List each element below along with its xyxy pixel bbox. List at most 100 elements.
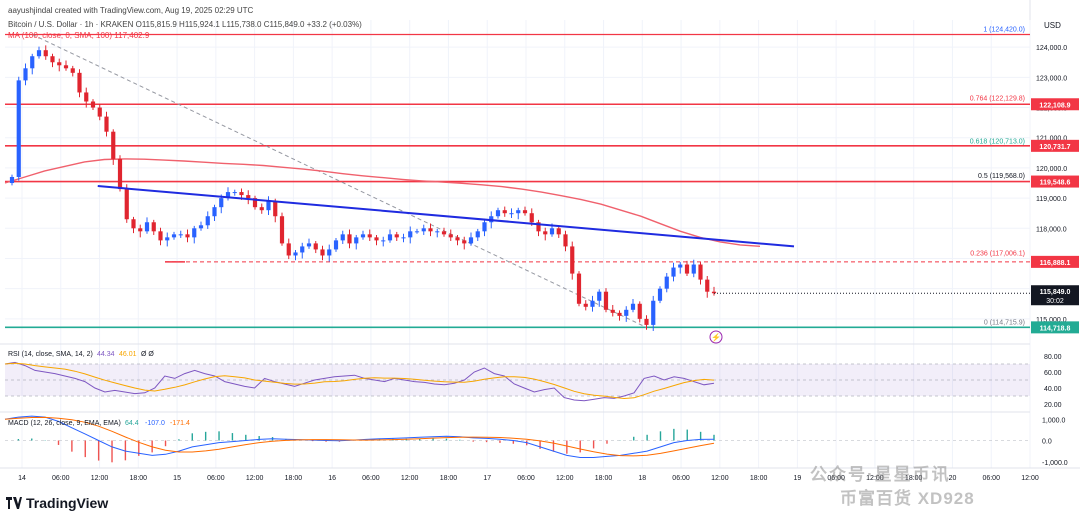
price-tick-label: 120,000.0 (1036, 166, 1067, 173)
candle-body (543, 231, 548, 235)
candle-body (367, 234, 372, 238)
time-tick-label: 12:00 (556, 475, 574, 482)
tradingview-logo[interactable]: TradingView (6, 495, 108, 511)
candle-body (50, 56, 55, 63)
candle-body (583, 303, 588, 307)
ma-legend-line[interactable]: MA (100, close, 0, SMA, 100) 117,402.9 (8, 31, 150, 40)
time-tick-label: 12:00 (91, 475, 109, 482)
candle-body (610, 309, 615, 313)
ma100-line (4, 158, 761, 247)
candle-body (212, 207, 217, 217)
fib-trend-connector (32, 34, 647, 328)
candle-body (570, 246, 575, 274)
price-tag-label: 120,731.7 (1039, 144, 1070, 151)
candle-body (266, 201, 271, 211)
candle-body (637, 303, 642, 319)
fib-level-label: 1 (124,420.0) (983, 26, 1025, 33)
rsi-value: 44.34 (97, 351, 115, 358)
candle-body (671, 267, 676, 277)
candle-body (178, 234, 183, 236)
candle-body (320, 249, 325, 256)
price-tick-label: 121,000.0 (1036, 136, 1067, 143)
macd-tick-label: -1,000.0 (1042, 460, 1068, 467)
candle-body (158, 231, 163, 241)
candle-body (556, 228, 561, 235)
time-tick-label: 06:00 (672, 475, 690, 482)
rsi-tick-label: 40.00 (1044, 386, 1062, 393)
candle-body (529, 213, 534, 223)
candle-body (333, 240, 339, 250)
candle-body (576, 273, 582, 304)
time-tick-label: 16 (328, 475, 336, 482)
candle-body (84, 92, 89, 102)
rsi-tick-label: 60.00 (1044, 370, 1062, 377)
candle-body (198, 225, 204, 229)
candle-body (414, 231, 420, 233)
candle-body (374, 237, 379, 241)
candle-body (408, 231, 413, 238)
time-tick-label: 12:00 (246, 475, 264, 482)
candle-body (43, 50, 48, 57)
price-tag-label: 114,718.8 (1040, 325, 1071, 332)
time-tick-label: 18:00 (595, 475, 613, 482)
candle-body (705, 279, 710, 292)
time-tick-label: 12:00 (401, 475, 419, 482)
symbol-ohlc-line[interactable]: Bitcoin / U.S. Dollar · 1h · KRAKEN O115… (8, 20, 362, 29)
candle-body (36, 50, 42, 57)
candle-body (192, 228, 197, 238)
candle-body (90, 101, 96, 108)
time-tick-label: 12:00 (866, 475, 884, 482)
time-tick-label: 12:00 (1021, 475, 1039, 482)
candle-body (387, 234, 393, 241)
time-tick-label: 17 (483, 475, 491, 482)
rsi-tick-label: 20.00 (1044, 402, 1062, 409)
rsi-ma-value: 46.01 (119, 351, 137, 358)
candle-body (279, 216, 285, 244)
time-tick-label: 15 (173, 475, 181, 482)
candle-body (165, 237, 170, 241)
candle-body (225, 192, 231, 199)
macd-tick-label: 1,000.0 (1042, 417, 1065, 424)
candle-body (624, 309, 629, 316)
macd-label: MACD (12, 26, close, 9, EMA, EMA) (8, 420, 121, 427)
candle-body (509, 213, 514, 215)
macd-signal-line (4, 416, 715, 457)
time-tick-label: 06:00 (827, 475, 845, 482)
candle-body (185, 234, 190, 238)
candle-body (495, 210, 501, 217)
time-tick-label: 06:00 (362, 475, 380, 482)
candle-body (151, 222, 156, 232)
price-tag-box (1031, 175, 1079, 188)
candle-body (475, 231, 480, 238)
candle-body (684, 264, 690, 274)
candle-body (549, 228, 555, 235)
price-tick-label: 123,000.0 (1036, 75, 1067, 82)
candle-body (300, 246, 305, 253)
candle-body (428, 228, 433, 232)
rsi-line (4, 361, 715, 402)
time-tick-label: 18 (638, 475, 646, 482)
rsi-label: RSI (14, close, SMA, 14, 2) (8, 351, 93, 358)
candle-body (23, 68, 28, 81)
price-tag-box (1031, 255, 1079, 268)
price-tag-label: 116,888.1 (1040, 260, 1071, 267)
rsi-ma-line (4, 362, 715, 400)
candle-body (536, 222, 541, 232)
candle-body (354, 237, 359, 244)
candle-body (617, 312, 622, 316)
candle-body (482, 222, 487, 232)
time-tick-label: 06:00 (52, 475, 70, 482)
time-tick-label: 14 (18, 475, 26, 482)
candle-body (340, 234, 345, 241)
candle-body (286, 243, 291, 256)
candle-body (16, 80, 21, 177)
time-tick-label: 06:00 (207, 475, 225, 482)
candle-body (394, 234, 399, 238)
time-tick-label: 18:00 (440, 475, 458, 482)
candle-body (30, 56, 35, 69)
resistance-trendline (97, 185, 795, 248)
tradingview-logo-icon (6, 497, 22, 509)
candle-body (711, 291, 717, 294)
